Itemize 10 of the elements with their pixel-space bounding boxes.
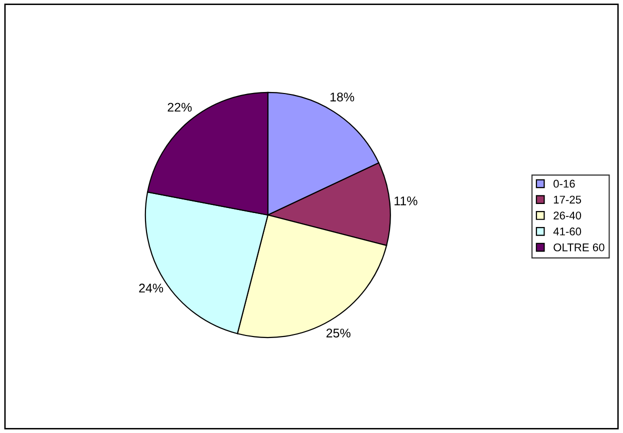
legend-label: OLTRE 60 xyxy=(554,243,604,252)
data-label: 25% xyxy=(326,328,350,338)
data-label: 22% xyxy=(168,102,192,112)
data-label: 24% xyxy=(139,284,164,292)
legend-label: 0-16 xyxy=(554,180,575,188)
legend-label: 26-40 xyxy=(554,212,582,220)
data-label: 11% xyxy=(394,196,418,206)
legend-label: 17-25 xyxy=(554,196,582,204)
data-label: 18% xyxy=(330,92,354,102)
legend-label: 41-60 xyxy=(553,228,582,236)
